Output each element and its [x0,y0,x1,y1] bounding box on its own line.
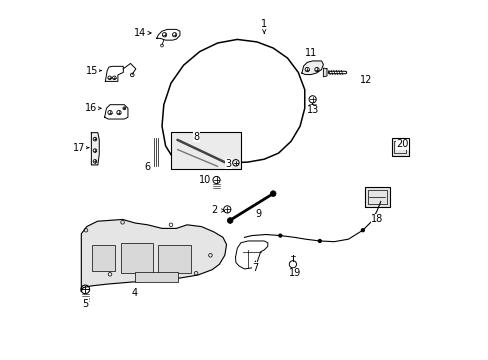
Text: 4: 4 [132,288,138,298]
Bar [391,138,408,156]
Text: 5: 5 [81,299,88,309]
Text: 7: 7 [252,263,258,273]
Polygon shape [91,133,99,165]
Text: 20: 20 [395,139,407,149]
Text: 6: 6 [144,162,150,172]
Text: 2: 2 [210,206,217,216]
Text: 19: 19 [288,268,300,278]
Text: 12: 12 [360,75,372,85]
Polygon shape [323,68,326,77]
Circle shape [318,239,321,242]
Text: 9: 9 [255,209,262,219]
Polygon shape [81,220,226,291]
Text: 18: 18 [370,215,383,224]
Text: 11: 11 [304,48,316,58]
Text: 1: 1 [261,19,267,29]
Text: 10: 10 [199,175,211,185]
Text: 16: 16 [85,103,97,113]
Bar [158,244,190,273]
Bar [121,243,153,273]
Text: 17: 17 [73,143,85,153]
Text: 8: 8 [193,132,199,142]
Circle shape [278,234,281,237]
Polygon shape [301,61,323,75]
Bar [135,272,178,282]
Text: 13: 13 [306,105,318,115]
Circle shape [361,229,364,231]
Text: 14: 14 [134,28,146,38]
Text: 15: 15 [86,66,98,76]
Bar [364,187,389,207]
Text: 3: 3 [225,159,231,169]
Bar [367,190,386,204]
Bar [394,141,405,153]
Circle shape [227,218,233,224]
Circle shape [270,191,276,197]
Bar [171,132,241,169]
Bar [92,244,115,271]
